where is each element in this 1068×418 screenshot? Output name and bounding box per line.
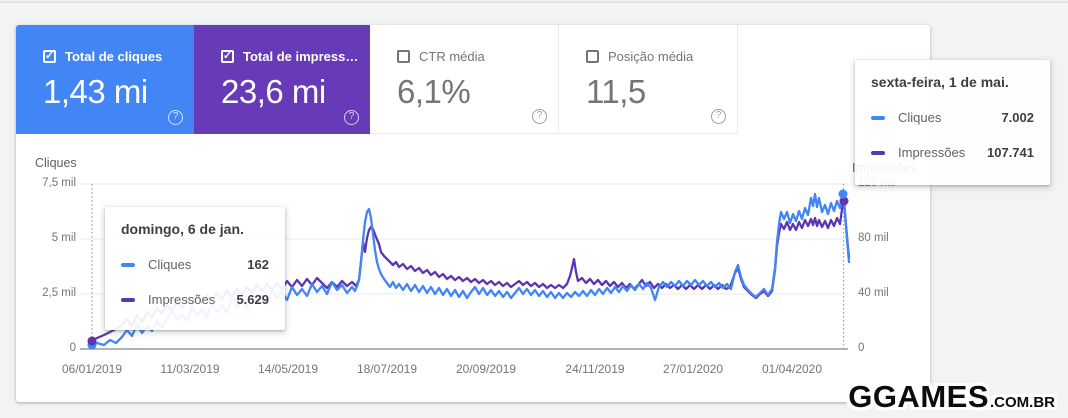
chart-tooltip-may1: sexta-feira, 1 de mai. Cliques 7.002 Imp…	[855, 60, 1050, 185]
axis-tick-label: 80 mil	[858, 232, 889, 244]
metric-header: ✓ Posição média	[586, 49, 737, 64]
watermark-text: GGAMES	[848, 379, 989, 414]
check-icon: ✓	[222, 50, 233, 62]
tooltip-series-value: 107.741	[987, 145, 1034, 160]
data-point-marker	[838, 189, 848, 199]
axis-tick-label: 20/09/2019	[455, 362, 517, 376]
impressions-legend-dash-icon	[121, 297, 135, 302]
metric-label: CTR média	[419, 49, 485, 64]
check-icon: ✓	[44, 50, 55, 62]
tooltip-series-value: 162	[247, 257, 269, 272]
tooltip-date: domingo, 6 de jan.	[121, 221, 244, 237]
axis-tick-label: 11/03/2019	[160, 362, 220, 376]
tooltip-series-label: Cliques	[898, 110, 942, 125]
impressions-checkbox[interactable]: ✓	[221, 50, 234, 63]
position-checkbox[interactable]: ✓	[586, 50, 599, 63]
axis-tick-label: 40 mil	[858, 287, 889, 299]
tooltip-series-label: Cliques	[148, 257, 192, 272]
metric-tile-avg-position[interactable]: ✓ Posição média 11,5 ?	[558, 25, 738, 134]
metric-value: 23,6 mi	[221, 73, 326, 110]
metric-value: 1,43 mi	[43, 73, 148, 110]
metric-label: Total de cliques	[65, 49, 163, 64]
help-icon[interactable]: ?	[168, 110, 183, 125]
metric-value: 11,5	[586, 73, 646, 110]
metric-tile-avg-ctr[interactable]: ✓ CTR média 6,1% ?	[370, 25, 558, 134]
metric-header: ✓ Total de impress…	[221, 49, 370, 64]
tooltip-series-value: 7.002	[1001, 110, 1034, 125]
metric-label: Posição média	[608, 49, 694, 64]
help-icon[interactable]: ?	[344, 110, 359, 125]
tooltip-row-impressions: Impressões 5.629	[121, 292, 269, 307]
tooltip-series-label: Impressões	[898, 145, 966, 160]
metric-label: Total de impress…	[243, 49, 359, 64]
metric-value: 6,1%	[397, 73, 471, 110]
help-icon[interactable]: ?	[711, 109, 726, 124]
axis-tick-label: 7,5 mil	[42, 177, 76, 189]
tooltip-series-label: Impressões	[148, 292, 216, 307]
metric-tile-total-impressions[interactable]: ✓ Total de impress… 23,6 mi ?	[194, 25, 370, 134]
data-point-marker	[87, 336, 97, 346]
clicks-legend-dash-icon	[121, 262, 135, 267]
metric-header: ✓ Total de cliques	[43, 49, 194, 64]
metric-tile-total-clicks[interactable]: ✓ Total de cliques 1,43 mi ?	[16, 25, 194, 134]
axis-tick-label: 01/04/2020	[761, 362, 823, 376]
axis-tick-label: 5 mil	[51, 232, 76, 244]
data-point-marker	[839, 196, 849, 206]
left-axis-title: Cliques	[35, 156, 77, 170]
ggames-watermark: GGAMES .COM.BR	[848, 379, 1055, 415]
ctr-checkbox[interactable]: ✓	[397, 50, 410, 63]
metric-header: ✓ CTR média	[397, 49, 558, 64]
clicks-checkbox[interactable]: ✓	[43, 50, 56, 63]
impressions-legend-dash-icon	[871, 150, 885, 155]
chart-tooltip-jan6: domingo, 6 de jan. Cliques 162 Impressõe…	[105, 207, 285, 330]
metrics-row: ✓ Total de cliques 1,43 mi ? ✓ Total de …	[16, 25, 738, 134]
axis-tick-label: 0	[858, 342, 865, 354]
help-icon[interactable]: ?	[532, 109, 547, 124]
tooltip-row-impressions: Impressões 107.741	[871, 145, 1034, 160]
axis-tick-label: 2,5 mil	[42, 287, 76, 299]
top-toolbar-edge	[0, 0, 1068, 3]
axis-tick-label: 14/05/2019	[257, 362, 319, 376]
axis-tick-label: 0	[69, 342, 76, 354]
axis-tick-label: 27/01/2020	[662, 362, 724, 376]
axis-tick-label: 06/01/2019	[61, 362, 123, 376]
tooltip-date: sexta-feira, 1 de mai.	[871, 74, 1009, 90]
tooltip-row-clicks: Cliques 7.002	[871, 110, 1034, 125]
clicks-legend-dash-icon	[871, 115, 885, 120]
tooltip-row-clicks: Cliques 162	[121, 257, 269, 272]
tooltip-series-value: 5.629	[236, 292, 269, 307]
axis-tick-label: 18/07/2019	[356, 362, 418, 376]
axis-tick-label: 24/11/2019	[565, 362, 625, 376]
watermark-suffix: .COM.BR	[990, 394, 1055, 411]
